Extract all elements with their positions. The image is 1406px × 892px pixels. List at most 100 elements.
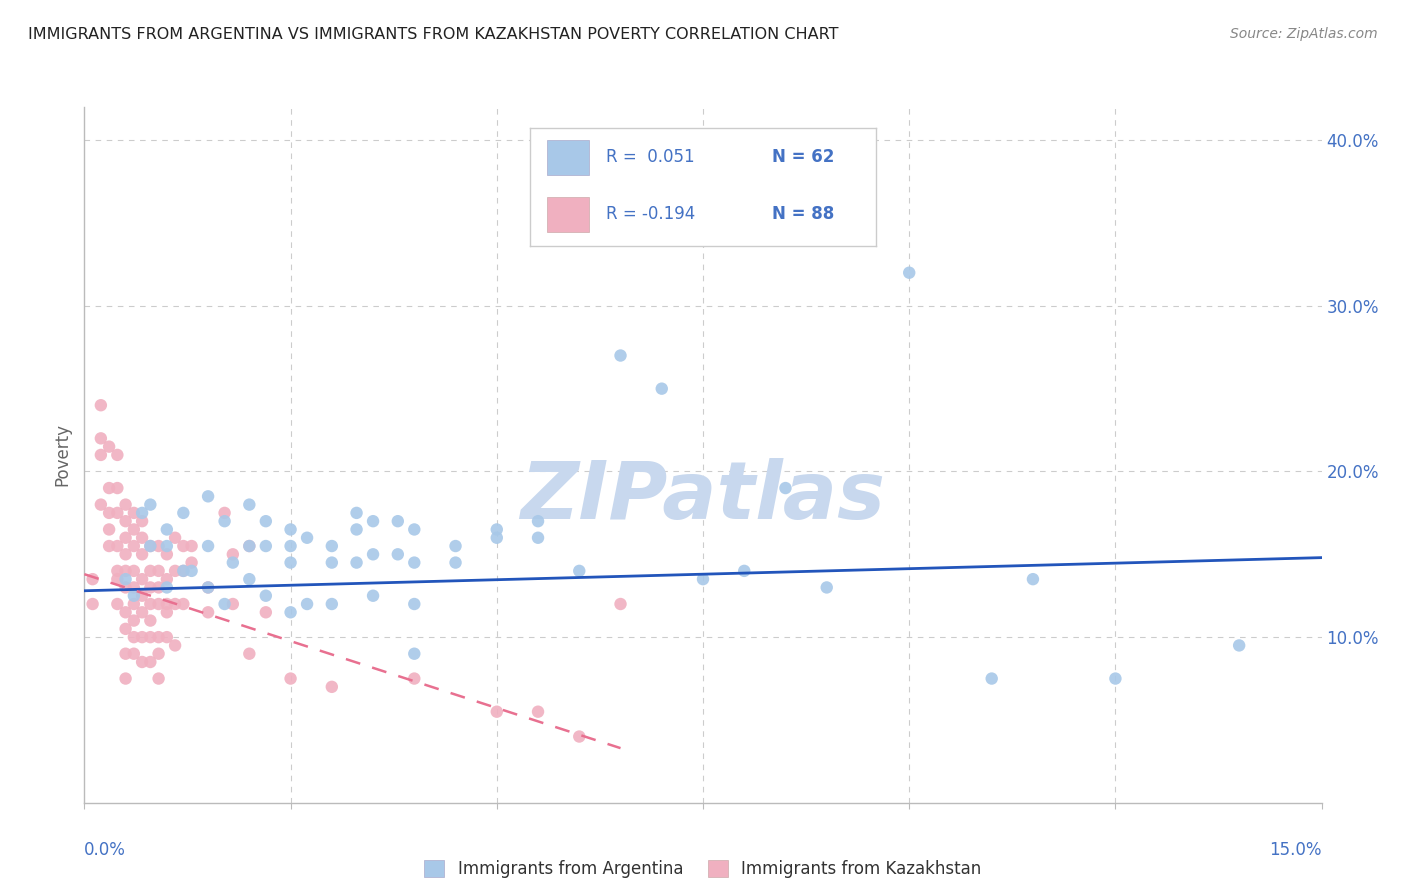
Point: [1104, 672, 1126, 686]
Point: [114, 531, 136, 545]
Point: [131, 605, 153, 619]
Point: [98, 523, 121, 537]
Point: [527, 531, 550, 545]
Point: [609, 349, 631, 363]
Text: IMMIGRANTS FROM ARGENTINA VS IMMIGRANTS FROM KAZAKHSTAN POVERTY CORRELATION CHAR: IMMIGRANTS FROM ARGENTINA VS IMMIGRANTS …: [28, 27, 838, 42]
Point: [980, 672, 1002, 686]
Point: [444, 539, 467, 553]
Point: [775, 481, 797, 495]
Point: [387, 514, 409, 528]
Point: [156, 581, 179, 595]
Point: [180, 556, 202, 570]
Point: [172, 597, 194, 611]
Text: ZIPatlas: ZIPatlas: [520, 458, 886, 536]
Point: [172, 506, 194, 520]
Point: [238, 498, 260, 512]
Point: [404, 597, 426, 611]
Point: [815, 581, 838, 595]
Point: [148, 647, 170, 661]
Point: [131, 531, 153, 545]
Point: [197, 581, 219, 595]
Point: [131, 572, 153, 586]
Point: [238, 539, 260, 553]
Point: [180, 539, 202, 553]
Point: [165, 597, 187, 611]
Point: [105, 597, 128, 611]
Point: [172, 564, 194, 578]
Point: [131, 589, 153, 603]
Point: [122, 564, 145, 578]
Point: [122, 647, 145, 661]
Point: [214, 514, 236, 528]
Point: [82, 597, 104, 611]
Point: [197, 489, 219, 503]
Point: [98, 539, 121, 553]
Point: [1227, 639, 1250, 653]
Point: [485, 705, 508, 719]
Point: [180, 564, 202, 578]
Point: [222, 597, 245, 611]
Point: [114, 622, 136, 636]
Point: [156, 523, 179, 537]
Point: [321, 597, 343, 611]
Point: [122, 630, 145, 644]
Point: [321, 680, 343, 694]
Point: [105, 448, 128, 462]
Point: [98, 506, 121, 520]
Point: [131, 547, 153, 561]
Point: [898, 266, 921, 280]
Point: [404, 647, 426, 661]
Point: [214, 597, 236, 611]
Point: [404, 556, 426, 570]
Legend: Immigrants from Argentina, Immigrants from Kazakhstan: Immigrants from Argentina, Immigrants fr…: [418, 854, 988, 885]
Point: [156, 630, 179, 644]
Point: [139, 655, 162, 669]
Point: [82, 572, 104, 586]
Point: [527, 705, 550, 719]
Point: [444, 556, 467, 570]
Point: [197, 581, 219, 595]
Point: [90, 448, 112, 462]
Text: Source: ZipAtlas.com: Source: ZipAtlas.com: [1230, 27, 1378, 41]
Point: [122, 523, 145, 537]
Point: [114, 547, 136, 561]
Point: [485, 523, 508, 537]
Point: [238, 572, 260, 586]
Point: [197, 539, 219, 553]
Point: [98, 440, 121, 454]
Point: [139, 581, 162, 595]
Point: [280, 605, 302, 619]
Point: [131, 655, 153, 669]
Point: [139, 630, 162, 644]
Point: [165, 531, 187, 545]
Point: [139, 498, 162, 512]
Point: [139, 539, 162, 553]
Point: [568, 730, 591, 744]
Point: [139, 539, 162, 553]
Point: [387, 547, 409, 561]
Point: [1022, 572, 1045, 586]
Point: [122, 581, 145, 595]
Point: [165, 564, 187, 578]
Point: [90, 398, 112, 412]
Point: [280, 539, 302, 553]
Point: [114, 572, 136, 586]
Point: [114, 672, 136, 686]
Point: [527, 514, 550, 528]
Point: [105, 539, 128, 553]
Point: [148, 539, 170, 553]
Point: [122, 539, 145, 553]
Point: [197, 605, 219, 619]
Point: [156, 572, 179, 586]
Point: [361, 514, 384, 528]
Point: [148, 597, 170, 611]
Point: [295, 531, 318, 545]
Point: [172, 564, 194, 578]
Point: [254, 605, 277, 619]
Point: [114, 498, 136, 512]
Point: [222, 547, 245, 561]
Point: [131, 630, 153, 644]
Point: [238, 539, 260, 553]
Point: [156, 547, 179, 561]
Point: [361, 589, 384, 603]
